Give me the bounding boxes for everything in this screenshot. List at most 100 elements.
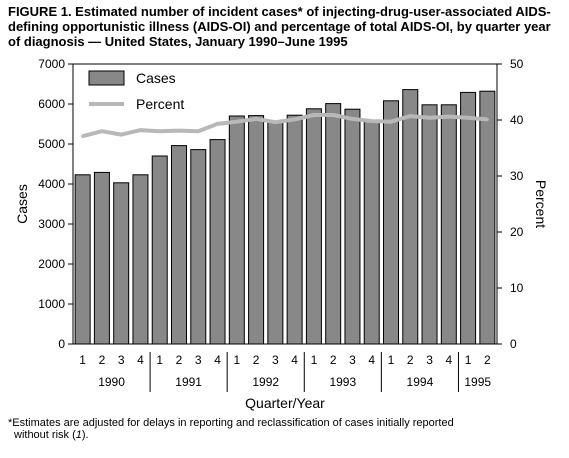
bar-cases-4 bbox=[132, 174, 149, 345]
bar-cases-6 bbox=[171, 145, 187, 345]
bar-cases-7 bbox=[190, 149, 207, 345]
point-percent-3 bbox=[119, 133, 123, 137]
y-tick-label-2000: 2000 bbox=[38, 257, 65, 271]
x-tick-label-22: 2 bbox=[484, 353, 491, 367]
bar-cases-15 bbox=[344, 108, 361, 345]
y-tick-label-3000: 3000 bbox=[38, 217, 65, 231]
point-percent-7 bbox=[196, 129, 200, 133]
x-tick-label-7: 3 bbox=[195, 353, 202, 367]
point-percent-20 bbox=[447, 115, 451, 119]
x-tick-label-3: 3 bbox=[118, 353, 125, 367]
point-percent-11 bbox=[273, 120, 277, 124]
footnote-line-2-prefix: without risk ( bbox=[14, 429, 76, 441]
x-tick-label-17: 1 bbox=[388, 353, 395, 367]
point-percent-18 bbox=[408, 114, 412, 118]
point-percent-1 bbox=[81, 134, 85, 138]
bar-cases-11 bbox=[267, 121, 284, 345]
x-tick-label-13: 1 bbox=[311, 353, 318, 367]
bar-cases-19 bbox=[421, 104, 438, 345]
x-tick-label-1: 1 bbox=[79, 353, 86, 367]
bar-cases-2 bbox=[93, 171, 110, 345]
x-tick-label-12: 4 bbox=[291, 353, 298, 367]
point-percent-2 bbox=[100, 129, 104, 133]
bar-cases-18 bbox=[402, 89, 419, 345]
x-tick-label-6: 2 bbox=[176, 353, 183, 367]
x-tick-label-8: 4 bbox=[214, 353, 221, 367]
x-tick-label-15: 3 bbox=[349, 353, 356, 367]
footnote-line-1: *Estimates are adjusted for delays in re… bbox=[8, 417, 454, 429]
y2-axis-title: Percent bbox=[533, 180, 549, 228]
x-tick-label-16: 4 bbox=[368, 353, 375, 367]
line-percent bbox=[82, 113, 488, 139]
y2-tick-label-30: 30 bbox=[510, 169, 524, 183]
y-tick-label-1000: 1000 bbox=[38, 297, 65, 311]
point-percent-9 bbox=[235, 120, 239, 124]
point-percent-6 bbox=[177, 129, 181, 133]
x-tick-label-21: 1 bbox=[465, 353, 472, 367]
y2-tick-label-10: 10 bbox=[510, 281, 524, 295]
point-percent-16 bbox=[370, 119, 374, 123]
footnote-reference: 1 bbox=[75, 429, 82, 441]
point-percent-13 bbox=[312, 113, 316, 117]
y-tick-label-6000: 6000 bbox=[38, 97, 65, 111]
point-percent-8 bbox=[216, 122, 220, 126]
footnote-line-2-suffix: ). bbox=[81, 429, 89, 441]
year-label-1994: 1994 bbox=[407, 375, 434, 389]
y2-tick-label-50: 50 bbox=[510, 57, 524, 71]
point-percent-12 bbox=[293, 117, 297, 121]
point-percent-14 bbox=[331, 113, 335, 117]
bar-cases-17 bbox=[383, 100, 399, 345]
year-label-1991: 1991 bbox=[175, 375, 202, 389]
footnote-line-2: without risk (1). bbox=[8, 429, 564, 441]
bar-cases-10 bbox=[248, 115, 265, 345]
y-tick-label-0: 0 bbox=[58, 337, 65, 351]
legend-label-percent: Percent bbox=[136, 96, 184, 112]
bar-cases-5 bbox=[151, 155, 168, 345]
point-percent-19 bbox=[428, 116, 432, 120]
point-percent-15 bbox=[350, 117, 354, 121]
plot-area: 0 1000 2000 3000 4000 5000 6000 7000 0 10 20 30 40 50… bbox=[14, 57, 549, 411]
bar-cases-20 bbox=[440, 104, 457, 345]
x-tick-label-19: 3 bbox=[426, 353, 433, 367]
y-tick-label-4000: 4000 bbox=[38, 177, 65, 191]
figure-title: FIGURE 1. Estimated number of incident c… bbox=[8, 4, 551, 49]
year-label-1995: 1995 bbox=[464, 375, 491, 389]
x-tick-label-4: 4 bbox=[137, 353, 144, 367]
year-label-1993: 1993 bbox=[329, 375, 356, 389]
year-label-1990: 1990 bbox=[98, 375, 125, 389]
bar-cases-1 bbox=[74, 174, 91, 345]
x-tick-label-10: 2 bbox=[253, 353, 260, 367]
y-tick-label-5000: 5000 bbox=[38, 137, 65, 151]
x-tick-label-18: 2 bbox=[407, 353, 414, 367]
plot-frame bbox=[72, 63, 498, 345]
legend-swatch-cases bbox=[88, 70, 125, 86]
x-tick-label-14: 2 bbox=[330, 353, 337, 367]
point-percent-22 bbox=[485, 117, 489, 121]
x-tick-label-11: 3 bbox=[272, 353, 279, 367]
legend-label-cases: Cases bbox=[136, 70, 176, 86]
year-label-1992: 1992 bbox=[252, 375, 279, 389]
bar-cases-12 bbox=[286, 114, 303, 345]
x-tick-label-2: 2 bbox=[99, 353, 106, 367]
bar-cases-8 bbox=[209, 139, 226, 345]
y2-tick-label-0: 0 bbox=[510, 337, 517, 351]
bar-cases-13 bbox=[305, 108, 322, 345]
x-tick-label-20: 4 bbox=[445, 353, 452, 367]
point-percent-4 bbox=[138, 128, 142, 132]
bar-cases-3 bbox=[113, 182, 130, 345]
point-percent-10 bbox=[254, 117, 258, 121]
bar-cases-14 bbox=[325, 103, 342, 345]
bar-cases-22 bbox=[479, 90, 496, 345]
point-percent-5 bbox=[158, 129, 162, 133]
footnote: *Estimates are adjusted for delays in re… bbox=[8, 417, 564, 441]
bar-cases-16 bbox=[363, 120, 380, 345]
y2-tick-label-40: 40 bbox=[510, 113, 524, 127]
point-percent-21 bbox=[466, 116, 470, 120]
y-axis-title: Cases bbox=[14, 184, 30, 224]
y2-tick-label-20: 20 bbox=[510, 225, 524, 239]
point-percent-17 bbox=[389, 120, 393, 124]
x-tick-label-9: 1 bbox=[233, 353, 240, 367]
x-tick-label-5: 1 bbox=[156, 353, 163, 367]
bar-cases-9 bbox=[228, 115, 245, 345]
